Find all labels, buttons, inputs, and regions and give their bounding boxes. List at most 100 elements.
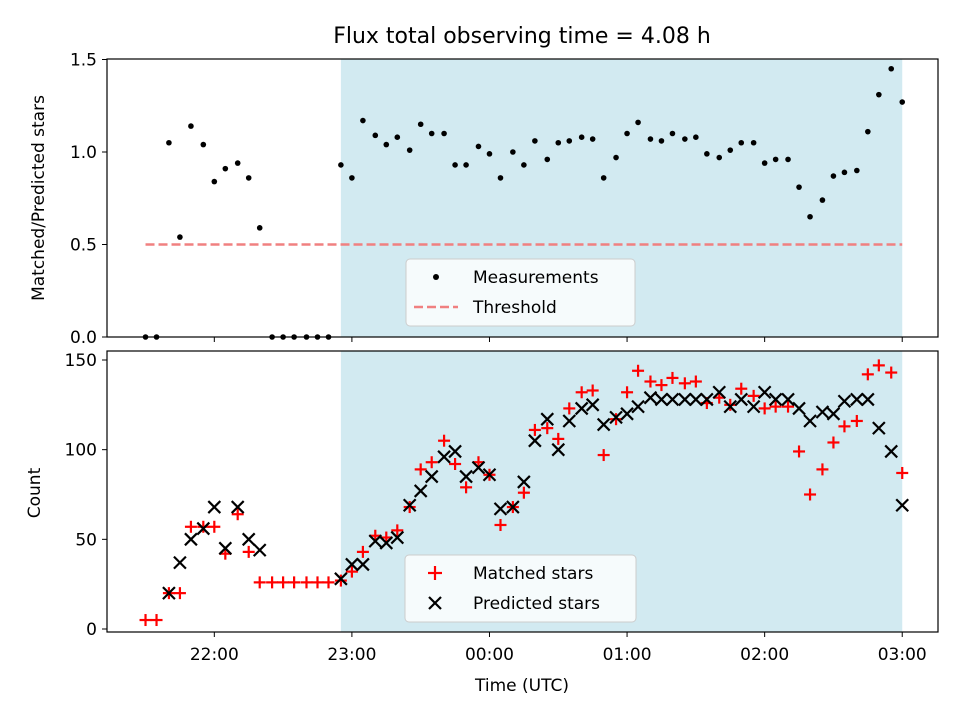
measurement-point — [807, 213, 813, 220]
predicted-star-point — [356, 557, 370, 572]
top-panel: 0.0 0.5 1.0 1.5 Matched/Predicted stars Mea… — [29, 51, 939, 348]
measurement-point — [772, 156, 779, 163]
predicted-star-point — [230, 500, 245, 514]
measurement-point — [428, 130, 435, 137]
measurement-point — [841, 169, 848, 176]
matched-star-point — [782, 400, 795, 413]
matched-star-point — [449, 458, 462, 471]
legend-matched-label: Matched stars — [473, 564, 593, 584]
legend-threshold-label: Threshold — [472, 298, 557, 318]
matched-star-point — [632, 364, 645, 377]
matched-star-point — [769, 400, 782, 413]
predicted-star-point — [826, 407, 841, 421]
matched-star-point — [838, 420, 851, 433]
measurement-point — [738, 139, 745, 146]
predicted-star-point — [459, 469, 473, 484]
bottom-y-tick-label: 50 — [75, 530, 97, 550]
predicted-star-point — [196, 521, 211, 536]
predicted-star-point — [757, 385, 772, 400]
matched-star-point — [334, 574, 347, 587]
predicted-star-point — [390, 530, 405, 545]
matched-star-point — [541, 422, 554, 435]
predicted-star-point — [585, 398, 600, 412]
measurement-point — [441, 130, 447, 137]
measurement-point — [555, 139, 562, 146]
x-tick-label: 01:00 — [603, 645, 652, 665]
measurement-point — [658, 138, 665, 144]
measurement-point — [372, 132, 379, 139]
legend-predicted-label: Predicted stars — [473, 594, 600, 614]
measurement-point — [234, 160, 241, 166]
measurement-point — [475, 143, 482, 150]
matched-star-point — [391, 524, 404, 537]
matched-star-point — [231, 508, 244, 521]
matched-star-point — [610, 413, 623, 426]
matched-star-point — [277, 576, 290, 589]
predicted-star-point — [620, 407, 634, 421]
predicted-star-point — [368, 534, 383, 548]
measurement-point — [899, 99, 906, 105]
measurement-point — [532, 138, 538, 144]
matched-star-point — [827, 436, 840, 449]
predicted-star-point — [448, 444, 462, 459]
predicted-star-point — [815, 405, 830, 419]
predicted-star-point — [437, 450, 451, 464]
x-tick-label: 22:00 — [190, 645, 239, 665]
measurement-point — [486, 151, 493, 157]
measurement-point — [222, 165, 229, 172]
matched-star-point — [208, 520, 221, 533]
measurement-point — [785, 156, 791, 163]
predicted-star-point — [506, 500, 520, 514]
matched-star-point — [460, 481, 473, 494]
measurement-point — [589, 136, 596, 142]
matched-star-point — [804, 488, 817, 501]
bottom-panel: 0 50 100 150 22:00 23:00 00:00 01:00 02:00 03:00… — [25, 350, 939, 696]
predicted-star-point — [424, 469, 439, 484]
measurement-point — [716, 154, 723, 161]
measurement-point — [830, 173, 837, 179]
matched-star-point — [356, 545, 369, 558]
predicted-star-point — [678, 392, 692, 407]
matched-star-point — [885, 366, 898, 379]
measurement-point — [613, 154, 619, 161]
measurement-point — [865, 128, 871, 135]
measurement-point — [211, 178, 218, 185]
predicted-star-point — [654, 392, 669, 407]
matched-star-point — [184, 520, 197, 533]
measurement-point — [188, 123, 194, 129]
predicted-star-point — [528, 433, 542, 448]
legend-measurement-marker — [433, 274, 439, 280]
measurement-point — [521, 162, 527, 168]
matched-star-point — [403, 501, 416, 514]
measurement-point — [635, 119, 641, 126]
measurement-point — [452, 162, 458, 168]
matched-star-point — [793, 445, 806, 458]
legend-predicted-marker — [428, 596, 442, 610]
predicted-star-point — [850, 392, 864, 407]
matched-star-point — [311, 576, 324, 589]
measurement-point — [704, 151, 710, 157]
predicted-star-point — [551, 442, 566, 457]
predicted-star-point — [493, 502, 508, 516]
matched-star-point — [528, 423, 541, 436]
x-tick-label: 00:00 — [465, 645, 514, 665]
predicted-star-point — [241, 532, 256, 547]
matched-star-point — [517, 486, 530, 499]
measurement-point — [256, 225, 263, 231]
bottom-y-tick-label: 150 — [65, 351, 97, 371]
matched-star-point — [666, 371, 679, 384]
top-legend: Measurements Threshold — [405, 258, 636, 327]
matched-star-point — [345, 565, 358, 578]
measurement-point — [360, 117, 366, 124]
measurement-point — [693, 134, 699, 140]
measurement-point — [682, 136, 688, 142]
legend-matched-marker — [428, 566, 442, 580]
matched-star-point — [896, 466, 909, 479]
predicted-star-point — [631, 399, 645, 414]
matched-star-point — [872, 359, 885, 372]
measurement-point — [796, 184, 802, 190]
matched-star-point — [597, 449, 610, 462]
predicted-star-point — [596, 417, 611, 432]
predicted-star-point — [700, 392, 714, 407]
